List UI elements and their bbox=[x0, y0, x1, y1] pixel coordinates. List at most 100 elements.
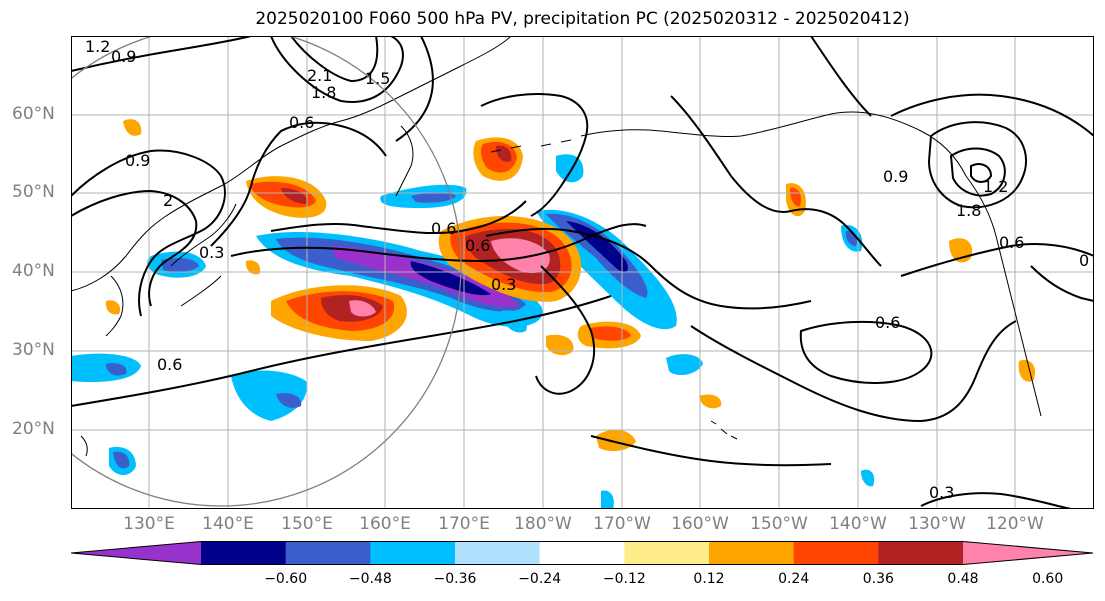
lat-label: 50°N bbox=[12, 182, 55, 202]
lon-label: 170°W bbox=[593, 514, 651, 534]
pos-patch-4b bbox=[591, 326, 631, 341]
colorbar-segment bbox=[793, 541, 879, 565]
contour-label: 0.9 bbox=[125, 151, 150, 170]
contour-label: 0.9 bbox=[883, 167, 908, 186]
lon-label: 140°W bbox=[829, 514, 887, 534]
figure-title: 2025020100 F060 500 hPa PV, precipitatio… bbox=[255, 9, 910, 29]
coast-korea bbox=[105, 275, 124, 337]
pv-contour-11 bbox=[485, 227, 812, 310]
lat-label: 20°N bbox=[12, 419, 55, 439]
coast-na-west bbox=[965, 175, 1042, 417]
pv-contour-8 bbox=[230, 223, 647, 263]
contour-label: 0.6 bbox=[431, 219, 456, 238]
coast-taiwan bbox=[80, 435, 88, 457]
pv-contour-16 bbox=[590, 435, 832, 467]
lon-label: 120°W bbox=[986, 514, 1044, 534]
neg-patch-4 bbox=[161, 258, 199, 273]
map-frame bbox=[71, 36, 1094, 509]
contour-label: 0.6 bbox=[465, 236, 490, 255]
pos-patch-3c bbox=[496, 145, 512, 162]
colorbar-segment bbox=[539, 541, 625, 565]
neg-patch-15 bbox=[601, 490, 614, 509]
coastlines bbox=[71, 36, 1042, 457]
lon-label: 150°W bbox=[750, 514, 808, 534]
coast-aleutians bbox=[490, 139, 572, 153]
pv-contour-9 bbox=[270, 200, 527, 235]
colorbar-tick-label: −0.24 bbox=[518, 571, 562, 587]
pos-patch-7 bbox=[699, 394, 722, 409]
lon-label: 160°E bbox=[359, 514, 411, 534]
precip-shading bbox=[71, 119, 1036, 509]
pos-patch-11 bbox=[123, 119, 142, 136]
pv-contour-1 bbox=[71, 36, 252, 72]
colorbar-tick-label: −0.12 bbox=[602, 571, 646, 587]
pv-contour-10 bbox=[480, 93, 589, 217]
pos-core-4 bbox=[491, 238, 550, 274]
contour-label: 0.3 bbox=[491, 275, 516, 294]
contour-label-group: 1.2 0.9 0.6 2 0.3 0.9 0.6 0.3 0.6 0.6 1.… bbox=[85, 37, 1089, 502]
lon-label: 180°W bbox=[514, 514, 572, 534]
colorbar-segment bbox=[624, 541, 710, 565]
pv-contour-15 bbox=[690, 320, 1017, 423]
colorbar-segment bbox=[370, 541, 456, 565]
contour-label: 0.3 bbox=[199, 243, 224, 262]
pv-contour-13 bbox=[799, 320, 933, 384]
coast-asia bbox=[71, 36, 512, 292]
neg-patch-10 bbox=[666, 354, 703, 376]
contour-label: 1.5 bbox=[365, 69, 390, 88]
pos-patch-5 bbox=[546, 334, 574, 356]
pv-contour-24 bbox=[395, 36, 434, 142]
pv-contour-18 bbox=[949, 147, 1006, 197]
lon-label: 150°E bbox=[281, 514, 333, 534]
coast-japan bbox=[170, 203, 237, 307]
contour-label: 1.2 bbox=[85, 37, 110, 56]
colorbar-segment bbox=[709, 541, 795, 565]
colorbar-extend-max bbox=[963, 541, 1093, 565]
lon-label: 160°W bbox=[671, 514, 729, 534]
map-panel: 1.2 0.9 0.6 2 0.3 0.9 0.6 0.3 0.6 0.6 1.… bbox=[71, 36, 1094, 509]
colorbar-segment bbox=[285, 541, 371, 565]
colorbar-segments bbox=[71, 541, 1093, 565]
colorbar-tick-label: −0.48 bbox=[348, 571, 392, 587]
contour-label: 2.1 bbox=[307, 66, 332, 85]
pv-contour-20 bbox=[890, 93, 1094, 137]
colorbar-segment bbox=[201, 541, 287, 565]
colorbar-segment bbox=[455, 541, 541, 565]
neg-patch-8 bbox=[276, 393, 302, 408]
colorbar bbox=[71, 541, 1094, 565]
neg-band-dark bbox=[410, 261, 491, 296]
pv-contour-22 bbox=[920, 492, 1072, 509]
contour-label: 0.3 bbox=[929, 483, 954, 502]
pv-contour-7 bbox=[71, 295, 612, 407]
contour-label: 1.8 bbox=[311, 83, 336, 102]
contour-label: 0.6 bbox=[289, 113, 314, 132]
colorbar-extend-min bbox=[71, 541, 201, 565]
coast-alaska bbox=[580, 111, 967, 177]
colorbar-tick-label: 0.12 bbox=[693, 571, 725, 587]
contour-label: 0.6 bbox=[157, 355, 182, 374]
lat-label: 60°N bbox=[12, 104, 55, 124]
pv-contour-23 bbox=[810, 36, 872, 117]
neg-patch-6 bbox=[106, 363, 127, 376]
pv-contour-19 bbox=[970, 163, 993, 183]
pv-contour-6 bbox=[210, 121, 387, 247]
colorbar-segment bbox=[878, 541, 964, 565]
pos-patch-8b bbox=[790, 187, 801, 207]
pv-contours bbox=[71, 36, 1094, 509]
pos-patch-12 bbox=[245, 260, 261, 275]
pv-contour-21 bbox=[900, 243, 1094, 277]
pv-contour-5 bbox=[71, 189, 198, 307]
neg-patch-2 bbox=[411, 192, 456, 203]
pos-patch-13 bbox=[105, 300, 121, 315]
contour-label: 1.8 bbox=[956, 201, 981, 220]
contour-label: 0.9 bbox=[111, 47, 136, 66]
pv-contour-4 bbox=[71, 149, 226, 317]
pv-contour-17 bbox=[927, 121, 1027, 209]
contour-label: 0.6 bbox=[875, 313, 900, 332]
pos-patch-10 bbox=[1018, 359, 1036, 382]
lon-label: 130°E bbox=[123, 514, 175, 534]
coast-hawaii bbox=[710, 420, 738, 440]
pv-contour-2 bbox=[270, 36, 404, 103]
neg-patch-14 bbox=[861, 469, 875, 487]
colorbar-tick-label: 0.24 bbox=[778, 571, 810, 587]
